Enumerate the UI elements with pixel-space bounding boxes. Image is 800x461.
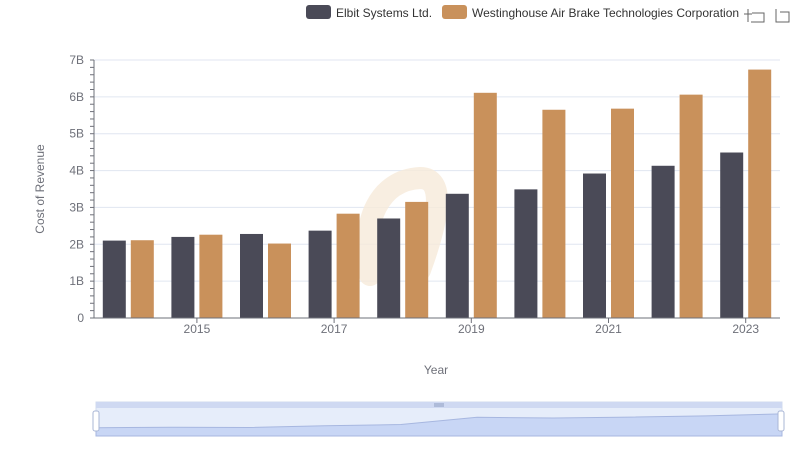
bar-westinghouse-2017[interactable]	[336, 213, 360, 318]
bars	[102, 69, 772, 318]
bar-elbit-2021[interactable]	[583, 173, 606, 318]
y-tick-label: 2B	[69, 237, 84, 251]
x-tick-label: 2015	[184, 322, 211, 336]
data-zoom-grip-icon[interactable]	[434, 403, 444, 407]
bar-elbit-2014[interactable]	[102, 240, 126, 318]
legend-swatch-westinghouse	[442, 5, 467, 19]
data-zoom-handle-left[interactable]	[92, 410, 100, 432]
bar-westinghouse-2021[interactable]	[611, 108, 634, 318]
zoom-restore-icon[interactable]	[775, 9, 790, 23]
bar-elbit-2023[interactable]	[720, 152, 744, 318]
data-zoom-slider[interactable]	[92, 401, 785, 437]
bar-westinghouse-2020[interactable]	[542, 109, 566, 318]
legend-label-westinghouse: Westinghouse Air Brake Technologies Corp…	[472, 6, 739, 20]
bar-westinghouse-2022[interactable]	[679, 94, 703, 318]
bar-elbit-2020[interactable]	[514, 189, 538, 318]
y-tick-label: 6B	[69, 90, 84, 104]
legend-item-westinghouse[interactable]: Westinghouse Air Brake Technologies Corp…	[442, 5, 739, 20]
legend: Elbit Systems Ltd. Westinghouse Air Brak…	[306, 5, 739, 20]
bar-westinghouse-2016[interactable]	[268, 243, 291, 318]
bar-elbit-2018[interactable]	[377, 218, 401, 318]
bar-westinghouse-2023[interactable]	[748, 69, 772, 318]
legend-item-elbit[interactable]: Elbit Systems Ltd.	[306, 5, 432, 20]
y-axis-ticks: 0 1B 2B 3B 4B 5B 6B 7B	[69, 53, 95, 325]
legend-swatch-elbit	[306, 5, 331, 19]
y-tick-label: 1B	[69, 274, 84, 288]
y-tick-label: 7B	[69, 53, 84, 67]
bar-elbit-2015[interactable]	[171, 236, 195, 318]
y-tick-label: 0	[77, 311, 84, 325]
x-axis-title: Year	[424, 363, 448, 377]
zoom-select-icon[interactable]	[744, 9, 765, 23]
x-axis-ticks: 2015 2017 2019 2021 2023	[184, 318, 759, 336]
y-axis-title: Cost of Revenue	[33, 144, 47, 234]
x-tick-label: 2019	[458, 322, 485, 336]
data-zoom-handle-right[interactable]	[777, 410, 785, 432]
bar-westinghouse-2019[interactable]	[473, 92, 497, 318]
y-tick-label: 3B	[69, 200, 84, 214]
bar-westinghouse-2018[interactable]	[405, 201, 429, 318]
x-tick-label: 2017	[321, 322, 348, 336]
y-tick-label: 5B	[69, 127, 84, 141]
y-tick-label: 4B	[69, 164, 84, 178]
bar-elbit-2017[interactable]	[308, 230, 332, 318]
bar-elbit-2016[interactable]	[240, 233, 263, 318]
bar-westinghouse-2014[interactable]	[130, 240, 154, 318]
legend-label-elbit: Elbit Systems Ltd.	[336, 6, 432, 20]
bar-elbit-2019[interactable]	[445, 193, 469, 318]
watermark-logo	[356, 166, 448, 286]
x-tick-label: 2023	[732, 322, 759, 336]
bar-westinghouse-2015[interactable]	[199, 234, 223, 318]
x-tick-label: 2021	[595, 322, 622, 336]
bar-elbit-2022[interactable]	[651, 165, 675, 318]
